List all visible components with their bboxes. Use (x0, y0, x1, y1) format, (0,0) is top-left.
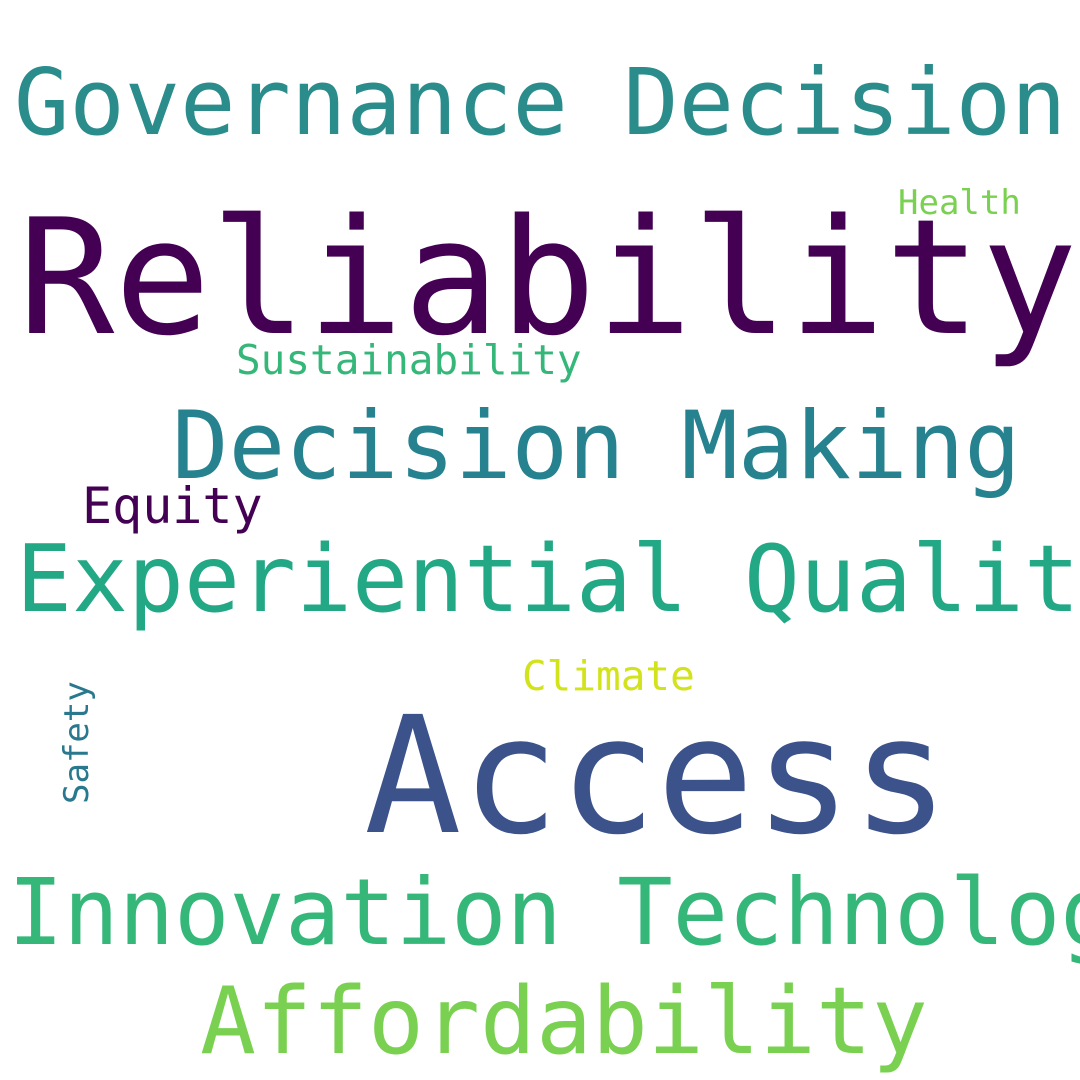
word-safety: Safety (57, 681, 97, 804)
word-experiential-quality: Experiential Quality (16, 525, 1080, 633)
word-access: Access (364, 683, 950, 871)
word-reliability: Reliability (18, 184, 1078, 371)
word-decision-making: Decision Making (172, 392, 1021, 501)
word-sustainability: Sustainability (236, 336, 582, 384)
word-equity: Equity (82, 477, 263, 535)
word-climate: Climate (522, 652, 695, 700)
word-health: Health (898, 183, 1021, 223)
word-affordability: Affordability (200, 967, 928, 1075)
word-innovation-technology: Innovation Technology (8, 859, 1080, 966)
word-governance-decision: Governance Decision (14, 49, 1067, 156)
